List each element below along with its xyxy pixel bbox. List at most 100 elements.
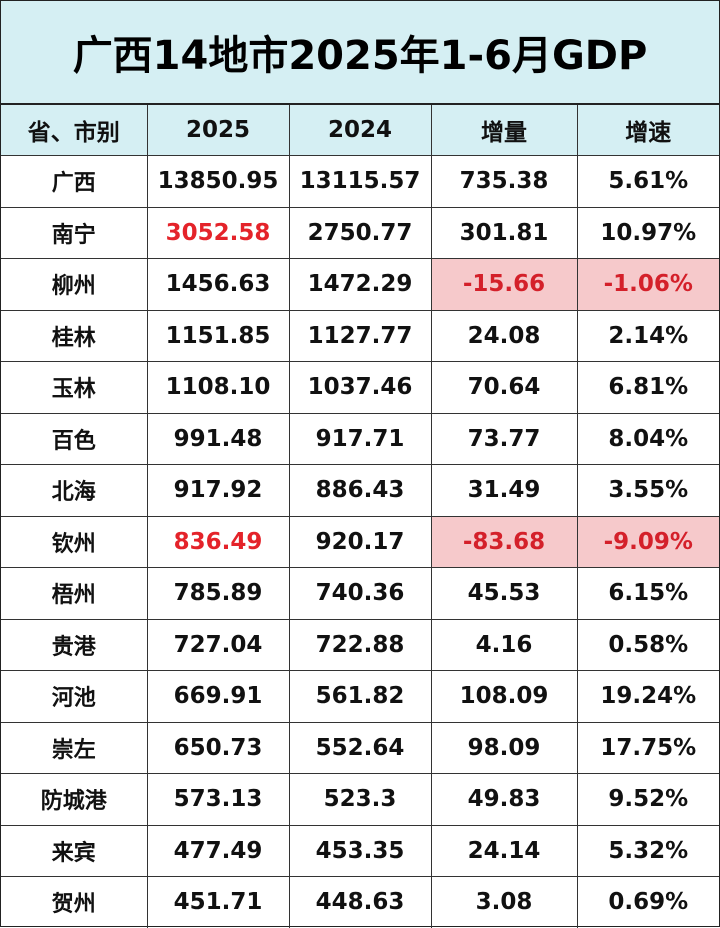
increase-cell: 70.64: [430, 361, 578, 414]
growth-rate-cell: 19.24%: [576, 670, 719, 723]
growth-rate-cell: -1.06%: [576, 258, 719, 311]
table-row: 柳州 1456.63 1472.29 -15.66 -1.06%: [1, 258, 719, 311]
region-name-cell: 河池: [1, 670, 148, 723]
region-name-cell: 桂林: [1, 309, 148, 362]
increase-cell: 301.81: [430, 206, 578, 259]
growth-rate-cell: 0.69%: [576, 876, 719, 928]
table-row: 梧州 785.89 740.36 45.53 6.15%: [1, 567, 719, 620]
gdp-2024-cell: 552.64: [288, 721, 432, 774]
region-name-cell: 崇左: [1, 721, 148, 774]
gdp-2025-cell: 991.48: [146, 412, 290, 465]
gdp-2024-cell: 917.71: [288, 412, 432, 465]
region-name-cell: 贺州: [1, 876, 148, 928]
gdp-2024-cell: 722.88: [288, 618, 432, 671]
growth-rate-cell: 5.32%: [576, 824, 719, 877]
region-name-cell: 防城港: [1, 773, 148, 826]
growth-rate-cell: -9.09%: [576, 515, 719, 568]
increase-cell: 31.49: [430, 464, 578, 517]
table-row: 贵港 727.04 722.88 4.16 0.58%: [1, 618, 719, 671]
increase-cell: 45.53: [430, 567, 578, 620]
region-name-cell: 南宁: [1, 206, 148, 259]
gdp-2024-cell: 448.63: [288, 876, 432, 928]
page-title: 广西14地市2025年1-6月GDP: [1, 1, 719, 105]
region-name-cell: 百色: [1, 412, 148, 465]
table-row: 钦州 836.49 920.17 -83.68 -9.09%: [1, 515, 719, 568]
table-row: 贺州 451.71 448.63 3.08 0.69%: [1, 876, 719, 928]
table-row: 桂林 1151.85 1127.77 24.08 2.14%: [1, 309, 719, 362]
increase-cell: 735.38: [430, 155, 578, 208]
growth-rate-cell: 9.52%: [576, 773, 719, 826]
increase-cell: 73.77: [430, 412, 578, 465]
region-name-cell: 北海: [1, 464, 148, 517]
gdp-2025-cell: 727.04: [146, 618, 290, 671]
header-region: 省、市别: [1, 105, 148, 156]
growth-rate-cell: 17.75%: [576, 721, 719, 774]
gdp-2025-cell: 836.49: [146, 515, 290, 568]
table-row: 防城港 573.13 523.3 49.83 9.52%: [1, 773, 719, 826]
gdp-2025-cell: 785.89: [146, 567, 290, 620]
table-row: 玉林 1108.10 1037.46 70.64 6.81%: [1, 361, 719, 414]
gdp-2025-cell: 1456.63: [146, 258, 290, 311]
table-row: 广西 13850.95 13115.57 735.38 5.61%: [1, 155, 719, 208]
increase-cell: 24.08: [430, 309, 578, 362]
gdp-2025-cell: 917.92: [146, 464, 290, 517]
gdp-2024-cell: 1037.46: [288, 361, 432, 414]
gdp-2025-cell: 451.71: [146, 876, 290, 928]
increase-cell: 24.14: [430, 824, 578, 877]
header-2025: 2025: [146, 105, 290, 156]
gdp-2024-cell: 1472.29: [288, 258, 432, 311]
region-name-cell: 梧州: [1, 567, 148, 620]
growth-rate-cell: 0.58%: [576, 618, 719, 671]
growth-rate-cell: 6.15%: [576, 567, 719, 620]
table-header-row: 省、市别 2025 2024 增量 增速: [1, 105, 719, 156]
gdp-2024-cell: 523.3: [288, 773, 432, 826]
increase-cell: -83.68: [430, 515, 578, 568]
increase-cell: -15.66: [430, 258, 578, 311]
gdp-2024-cell: 920.17: [288, 515, 432, 568]
gdp-2024-cell: 453.35: [288, 824, 432, 877]
region-name-cell: 柳州: [1, 258, 148, 311]
gdp-2024-cell: 740.36: [288, 567, 432, 620]
gdp-2025-cell: 573.13: [146, 773, 290, 826]
gdp-2025-cell: 3052.58: [146, 206, 290, 259]
table-row: 来宾 477.49 453.35 24.14 5.32%: [1, 824, 719, 877]
increase-cell: 4.16: [430, 618, 578, 671]
gdp-2024-cell: 886.43: [288, 464, 432, 517]
table-row: 崇左 650.73 552.64 98.09 17.75%: [1, 721, 719, 774]
growth-rate-cell: 8.04%: [576, 412, 719, 465]
gdp-2025-cell: 650.73: [146, 721, 290, 774]
gdp-2025-cell: 13850.95: [146, 155, 290, 208]
table-row: 北海 917.92 886.43 31.49 3.55%: [1, 464, 719, 517]
gdp-2025-cell: 477.49: [146, 824, 290, 877]
table-body: 广西 13850.95 13115.57 735.38 5.61% 南宁 3052.58 27…: [1, 155, 719, 928]
growth-rate-cell: 10.97%: [576, 206, 719, 259]
table-row: 南宁 3052.58 2750.77 301.81 10.97%: [1, 206, 719, 259]
gdp-2024-cell: 1127.77: [288, 309, 432, 362]
region-name-cell: 钦州: [1, 515, 148, 568]
gdp-2025-cell: 1108.10: [146, 361, 290, 414]
growth-rate-cell: 2.14%: [576, 309, 719, 362]
table-row: 河池 669.91 561.82 108.09 19.24%: [1, 670, 719, 723]
increase-cell: 49.83: [430, 773, 578, 826]
header-growth-rate: 增速: [576, 105, 719, 156]
region-name-cell: 贵港: [1, 618, 148, 671]
region-name-cell: 广西: [1, 155, 148, 208]
increase-cell: 108.09: [430, 670, 578, 723]
increase-cell: 3.08: [430, 876, 578, 928]
increase-cell: 98.09: [430, 721, 578, 774]
table-row: 百色 991.48 917.71 73.77 8.04%: [1, 412, 719, 465]
gdp-2024-cell: 2750.77: [288, 206, 432, 259]
growth-rate-cell: 5.61%: [576, 155, 719, 208]
header-increase: 增量: [430, 105, 578, 156]
region-name-cell: 来宾: [1, 824, 148, 877]
region-name-cell: 玉林: [1, 361, 148, 414]
gdp-table: 省、市别 2025 2024 增量 增速 广西 13850.95 13115.57 7…: [1, 105, 719, 928]
growth-rate-cell: 6.81%: [576, 361, 719, 414]
gdp-2025-cell: 669.91: [146, 670, 290, 723]
header-2024: 2024: [288, 105, 432, 156]
gdp-2024-cell: 561.82: [288, 670, 432, 723]
gdp-2024-cell: 13115.57: [288, 155, 432, 208]
gdp-2025-cell: 1151.85: [146, 309, 290, 362]
growth-rate-cell: 3.55%: [576, 464, 719, 517]
